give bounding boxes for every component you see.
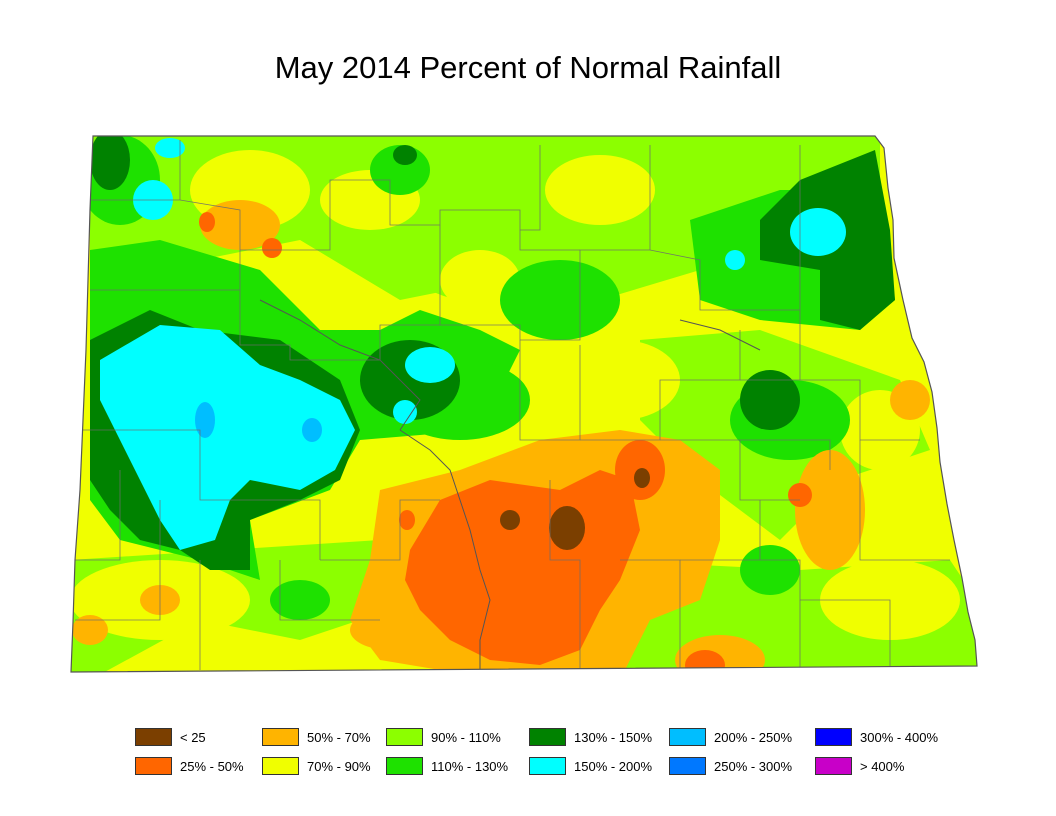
rainfall-surface [71,136,977,672]
legend-swatch [262,728,299,746]
legend-label: 25% - 50% [180,758,244,774]
legend-label: 200% - 250% [714,729,793,745]
legend-label: > 400% [860,758,905,774]
legend-item: 90% - 110% [386,728,501,746]
legend-swatch [135,728,172,746]
legend-item: 25% - 50% [135,757,244,775]
legend-swatch [386,728,423,746]
legend-item: 300% - 400% [815,728,938,746]
map-title: May 2014 Percent of Normal Rainfall [274,50,782,85]
legend-label: 150% - 200% [574,758,653,774]
legend-item: 130% - 150% [529,728,652,746]
legend-swatch [135,757,172,775]
legend-item: 150% - 200% [529,757,652,775]
legend-swatch [815,728,852,746]
county-boundaries [75,140,950,670]
legend-item: 110% - 130% [386,757,508,775]
zone-200-250 [195,402,322,442]
legend-label: 110% - 130% [431,758,509,774]
legend: < 25 50% - 70% 90% - 110% 130% - 150% 20… [135,728,965,780]
legend-item: 200% - 250% [669,728,792,746]
legend-swatch [669,728,706,746]
legend-label: 90% - 110% [431,729,501,745]
legend-item: 250% - 300% [669,757,792,775]
legend-swatch [815,757,852,775]
legend-item: 50% - 70% [262,728,371,746]
legend-item: 70% - 90% [262,757,371,775]
river-lines [259,299,761,672]
zone-150-200 [100,138,846,550]
legend-swatch [386,757,423,775]
legend-label: 250% - 300% [714,758,793,774]
zone-under-25 [500,468,650,550]
legend-item: > 400% [815,757,904,775]
legend-swatch [529,757,566,775]
legend-swatch [529,728,566,746]
legend-label: 130% - 150% [574,729,653,745]
legend-swatch [669,757,706,775]
legend-label: 300% - 400% [860,729,939,745]
legend-label: < 25 [180,729,206,745]
legend-item: < 25 [135,728,206,746]
legend-label: 70% - 90% [307,758,371,774]
legend-swatch [262,757,299,775]
legend-label: 50% - 70% [307,729,371,745]
